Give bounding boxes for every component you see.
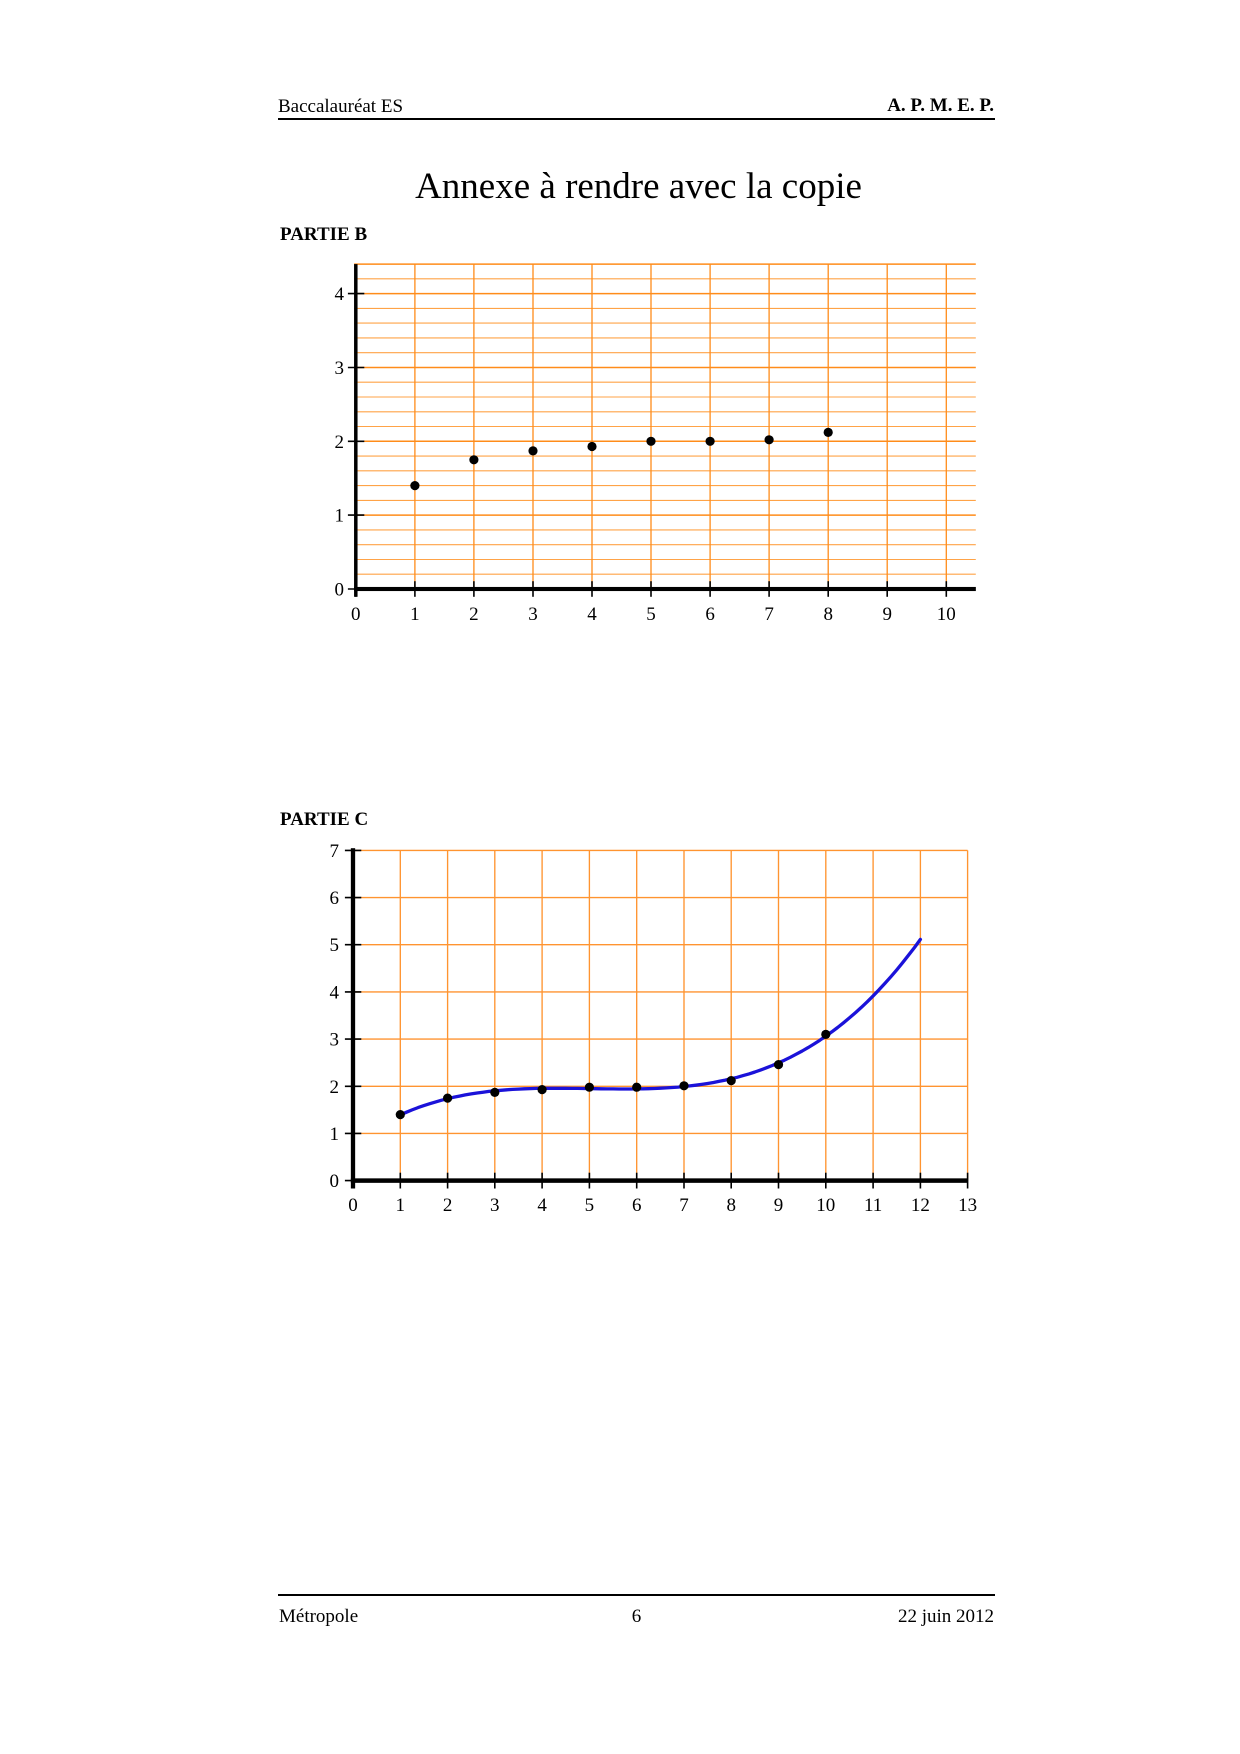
svg-text:10: 10 (937, 604, 956, 625)
svg-text:8: 8 (726, 1195, 736, 1216)
svg-text:5: 5 (330, 935, 340, 956)
svg-text:4: 4 (537, 1195, 547, 1216)
svg-text:4: 4 (587, 604, 597, 625)
svg-text:2: 2 (443, 1195, 453, 1216)
svg-text:2: 2 (469, 604, 479, 625)
svg-text:2: 2 (335, 432, 345, 453)
svg-text:5: 5 (646, 604, 656, 625)
svg-text:1: 1 (335, 506, 345, 527)
svg-text:9: 9 (882, 604, 892, 625)
svg-text:3: 3 (528, 604, 538, 625)
svg-text:3: 3 (490, 1195, 500, 1216)
svg-text:1: 1 (410, 604, 420, 625)
svg-text:7: 7 (679, 1195, 689, 1216)
svg-text:0: 0 (335, 580, 345, 601)
svg-text:1: 1 (396, 1195, 406, 1216)
svg-text:8: 8 (823, 604, 833, 625)
svg-text:0: 0 (348, 1195, 358, 1216)
svg-text:0: 0 (351, 604, 361, 625)
svg-text:0: 0 (330, 1171, 340, 1192)
svg-text:4: 4 (330, 982, 340, 1003)
svg-text:12: 12 (911, 1195, 930, 1216)
svg-text:6: 6 (330, 888, 340, 909)
svg-text:3: 3 (330, 1030, 340, 1051)
svg-text:11: 11 (864, 1195, 882, 1216)
svg-text:9: 9 (774, 1195, 784, 1216)
svg-text:13: 13 (958, 1195, 977, 1216)
svg-text:7: 7 (764, 604, 774, 625)
svg-text:1: 1 (330, 1124, 340, 1145)
svg-text:4: 4 (335, 284, 345, 305)
svg-text:10: 10 (816, 1195, 835, 1216)
svg-text:7: 7 (330, 841, 340, 862)
svg-text:3: 3 (335, 358, 345, 379)
svg-text:2: 2 (330, 1077, 340, 1098)
svg-text:6: 6 (632, 1195, 642, 1216)
svg-text:5: 5 (585, 1195, 595, 1216)
svg-text:6: 6 (705, 604, 715, 625)
